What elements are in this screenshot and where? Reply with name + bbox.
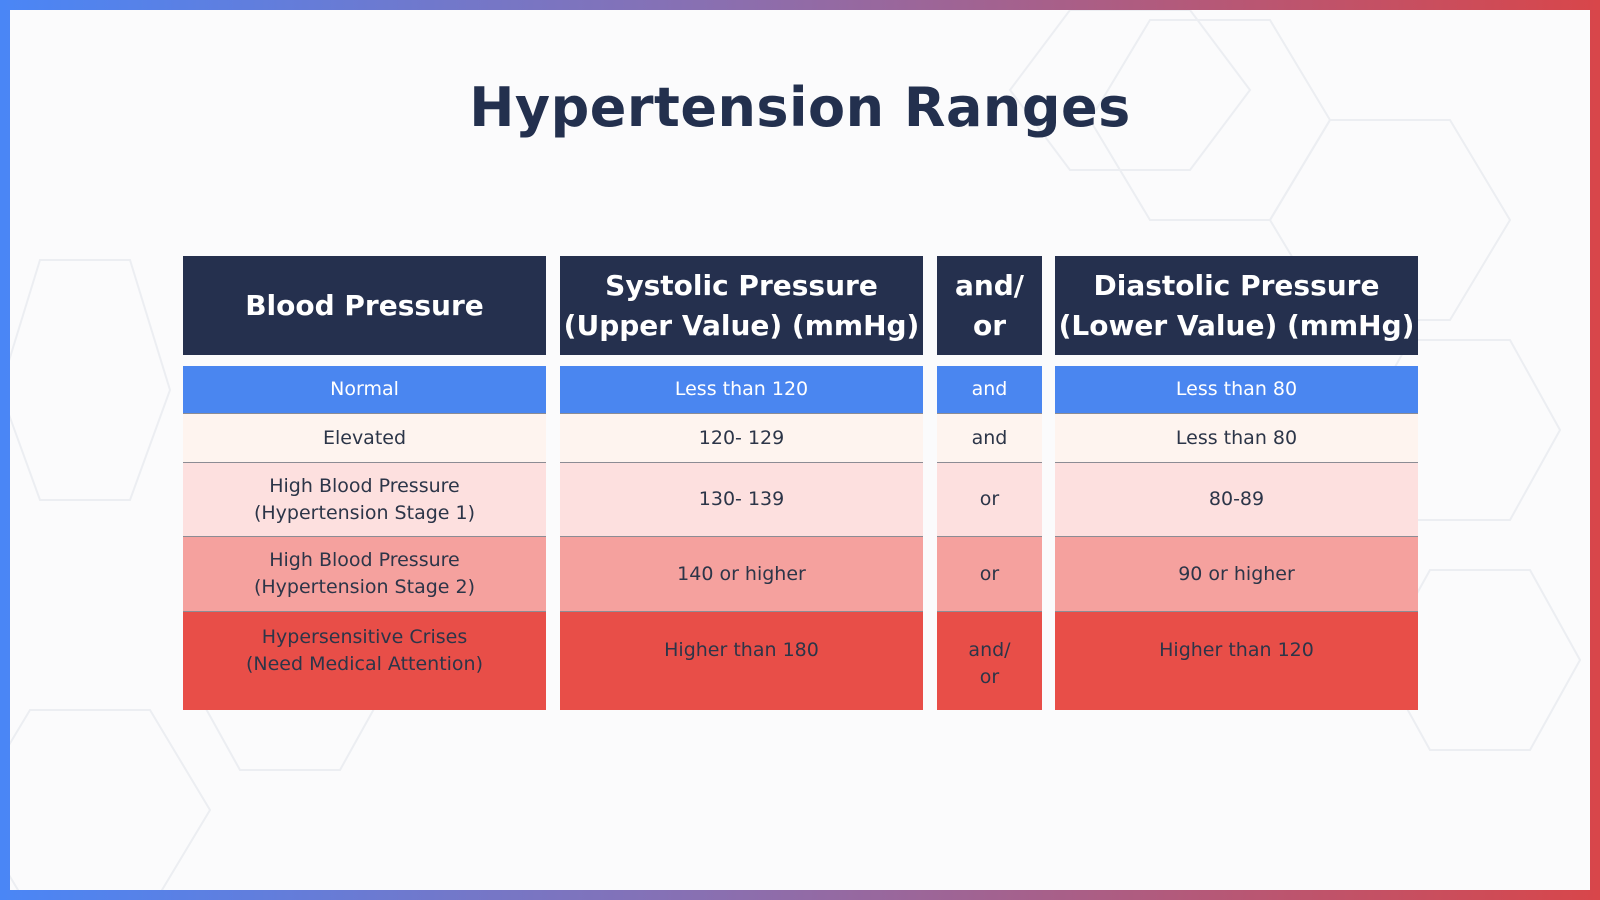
cell-text: 80-89 (1208, 488, 1265, 510)
cell-andor-stage1: or (937, 463, 1042, 537)
cell-category-elevated: Elevated (183, 414, 546, 463)
cell-category-normal: Normal (183, 366, 546, 414)
cell-text: or (979, 562, 1000, 585)
cell-diastolic-stage1: 80-89 (1055, 463, 1418, 537)
cell-text: High Blood Pressure (269, 474, 460, 497)
cell-text: Normal (330, 378, 399, 400)
cell-text: 130- 139 (698, 488, 785, 510)
page-title: Hypertension Ranges (469, 76, 1131, 139)
cell-diastolic-normal: Less than 80 (1055, 366, 1418, 414)
cell-text: Hypersensitive Crises (261, 626, 468, 648)
header-and-or: and/ or (937, 256, 1042, 355)
header-sublabel: (Lower Value) (mmHg) (1058, 308, 1415, 342)
cell-andor-crisis: and/ or (937, 612, 1042, 710)
cell-text: Higher than 180 (664, 639, 819, 661)
cell-text: and (971, 378, 1008, 400)
cell-subtext: (Need Medical Attention) (245, 653, 484, 675)
column-systolic: Systolic Pressure (Upper Value) (mmHg) L… (560, 256, 923, 710)
column-and-or: and/ or and and or or and/ or (937, 256, 1042, 710)
cell-systolic-normal: Less than 120 (560, 366, 923, 414)
cell-subtext: (Hypertension Stage 1) (253, 501, 475, 524)
cell-systolic-crisis: Higher than 180 (560, 612, 923, 710)
cell-text: Higher than 120 (1159, 639, 1314, 661)
cell-andor-normal: and (937, 366, 1042, 414)
cell-text: and/ (968, 639, 1011, 661)
cell-subtext: or (979, 666, 1000, 688)
header-sublabel: or (972, 308, 1007, 342)
header-label: Blood Pressure (245, 288, 484, 322)
cell-text: Less than 120 (674, 378, 809, 400)
cell-text: High Blood Pressure (269, 549, 460, 571)
column-blood-pressure: Blood Pressure Normal Elevated High Bloo… (183, 256, 546, 710)
cell-subtext: (Hypertension Stage 2) (253, 576, 475, 598)
cell-category-crisis: Hypersensitive Crises (Need Medical Atte… (183, 612, 546, 710)
header-systolic: Systolic Pressure (Upper Value) (mmHg) (560, 256, 923, 355)
header-diastolic: Diastolic Pressure (Lower Value) (mmHg) (1055, 256, 1418, 355)
cell-text: and (971, 426, 1008, 449)
cell-diastolic-stage2: 90 or higher (1055, 537, 1418, 612)
cell-category-stage1: High Blood Pressure (Hypertension Stage … (183, 463, 546, 537)
cell-category-stage2: High Blood Pressure (Hypertension Stage … (183, 537, 546, 612)
cell-diastolic-crisis: Higher than 120 (1055, 612, 1418, 710)
header-label: and/ (954, 268, 1025, 302)
cell-text: Less than 80 (1175, 426, 1298, 449)
cell-systolic-stage2: 140 or higher (560, 537, 923, 612)
header-label: Systolic Pressure (605, 268, 878, 302)
cell-text: or (979, 488, 1000, 510)
cell-text: Less than 80 (1175, 378, 1298, 400)
header-label: Diastolic Pressure (1093, 268, 1380, 302)
cell-andor-stage2: or (937, 537, 1042, 612)
header-sublabel: (Upper Value) (mmHg) (563, 308, 920, 342)
cell-text: 90 or higher (1178, 562, 1295, 585)
cell-systolic-stage1: 130- 139 (560, 463, 923, 537)
cell-text: 120- 129 (698, 426, 785, 449)
cell-andor-elevated: and (937, 414, 1042, 463)
cell-diastolic-elevated: Less than 80 (1055, 414, 1418, 463)
cell-text: 140 or higher (677, 562, 806, 585)
slide: Hypertension Ranges Blood Pressure Norma… (10, 10, 1590, 890)
cell-text: Elevated (322, 426, 407, 449)
header-blood-pressure: Blood Pressure (183, 256, 546, 355)
column-diastolic: Diastolic Pressure (Lower Value) (mmHg) … (1055, 256, 1418, 710)
cell-systolic-elevated: 120- 129 (560, 414, 923, 463)
